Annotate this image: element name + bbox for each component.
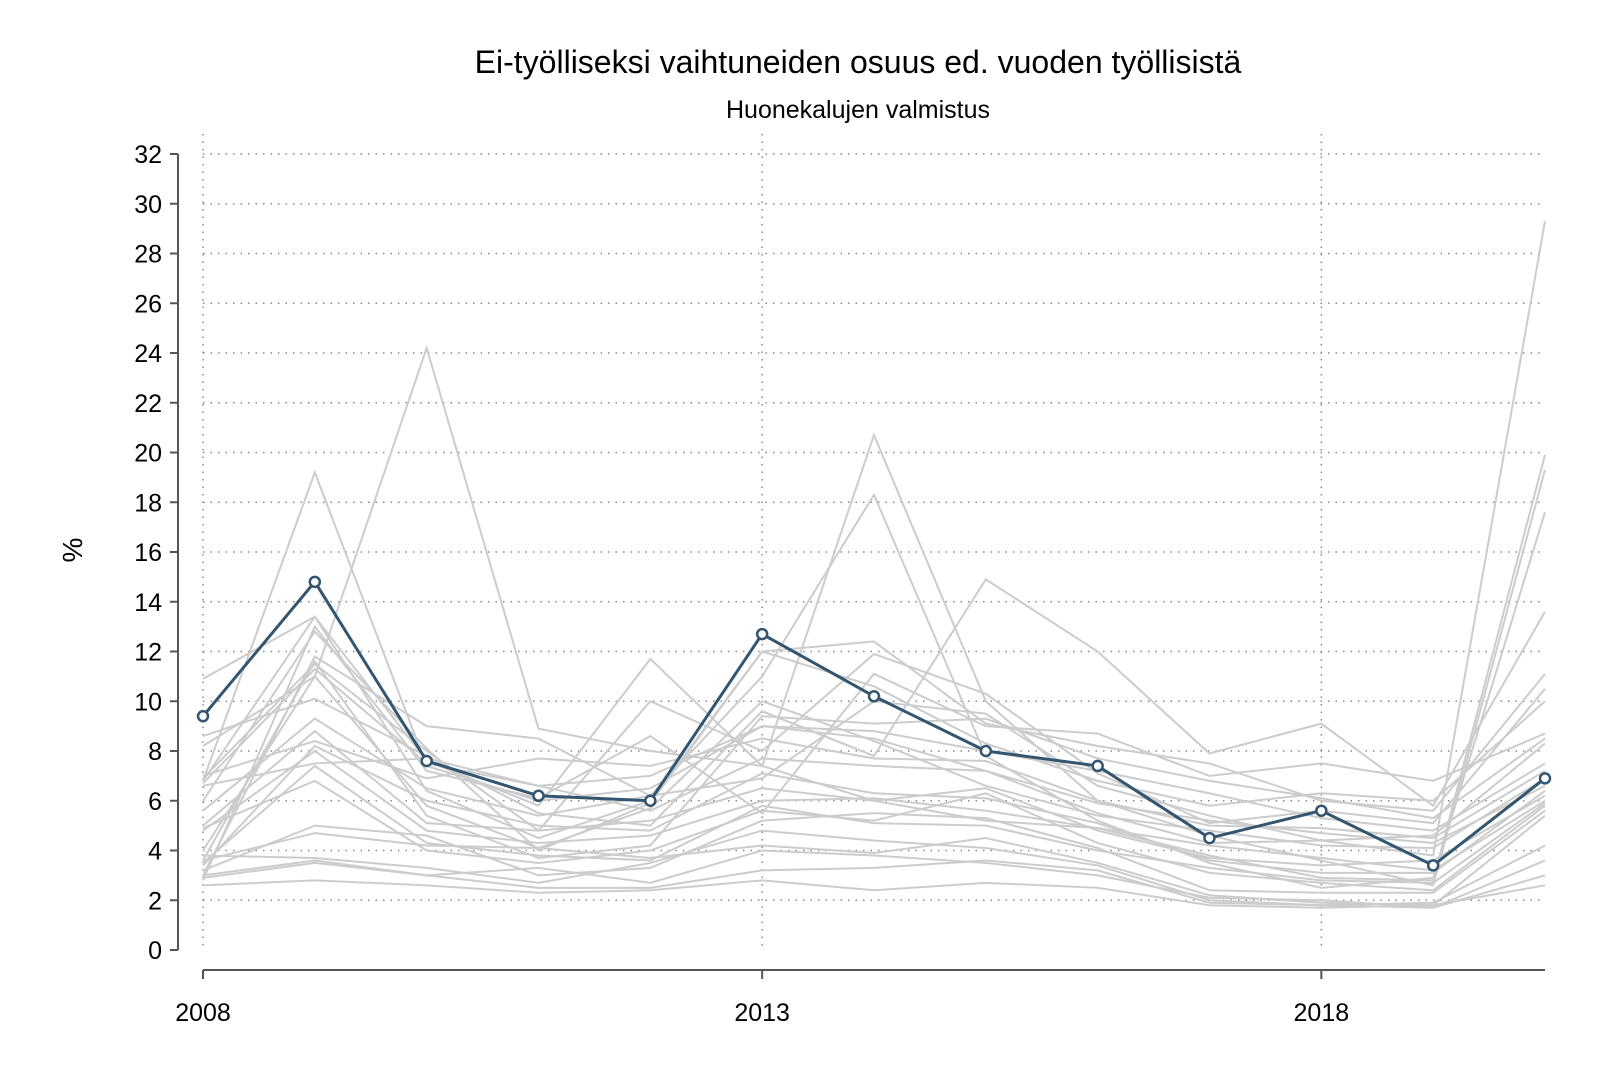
background-series-line: [202, 729, 1546, 867]
background-series-line: [202, 659, 1546, 861]
y-tick-label: 28: [134, 241, 162, 269]
y-tick-label: 18: [134, 489, 162, 517]
background-series-line: [202, 737, 1546, 840]
background-series-line: [202, 879, 1546, 909]
background-series-line: [202, 764, 1546, 884]
y-tick-label: 32: [134, 141, 162, 169]
background-series-line: [202, 779, 1546, 892]
y-tick-label: 30: [134, 191, 162, 219]
highlight-series-point: [644, 794, 657, 807]
highlight-series-point: [308, 575, 322, 589]
background-series-line: [202, 749, 1546, 872]
highlight-series-point: [755, 627, 769, 641]
background-series-line: [202, 614, 1546, 840]
y-tick-label: 6: [148, 788, 162, 816]
background-series-line: [202, 814, 1546, 907]
x-tick-label: 2008: [175, 999, 231, 1027]
x-tick-label: 2018: [1294, 999, 1350, 1027]
y-tick-label: 24: [134, 340, 162, 368]
x-tick-label: 2013: [734, 999, 790, 1027]
highlight-series-point: [420, 754, 433, 768]
y-tick-label: 16: [134, 539, 162, 567]
y-tick-label: 4: [148, 838, 162, 866]
y-tick-label: 20: [134, 440, 162, 468]
y-tick-label: 12: [134, 639, 162, 667]
background-series-line: [202, 744, 1546, 874]
y-tick-label: 0: [148, 937, 162, 965]
y-tick-label: 26: [134, 290, 162, 318]
highlight-series-point: [1315, 804, 1328, 817]
y-tick-label: 10: [134, 688, 162, 716]
y-tick-label: 2: [148, 887, 162, 915]
background-series-line: [202, 630, 1546, 852]
chart-titles: Ei-työlliseksi vaihtuneiden osuus ed. vu…: [475, 44, 1242, 124]
background-series-line: [202, 809, 1546, 894]
chart-title: Ei-työlliseksi vaihtuneiden osuus ed. vu…: [475, 44, 1242, 80]
background-series-line: [202, 624, 1546, 881]
highlight-series-point: [979, 744, 993, 758]
y-tick-label: 14: [134, 589, 162, 617]
y-tick-label: 22: [134, 390, 162, 418]
highlight-series-point: [1091, 759, 1104, 773]
background-series-line: [202, 859, 1546, 909]
y-axis-label: %: [57, 538, 88, 563]
highlight-series: [196, 575, 1552, 872]
background-series-line: [202, 492, 1546, 889]
highlight-series-point: [1203, 831, 1216, 845]
gridlines: [202, 134, 1545, 950]
highlight-series-point: [1426, 859, 1440, 872]
chart-subtitle: Huonekalujen valmistus: [726, 96, 990, 124]
highlight-series-point: [196, 709, 210, 723]
highlight-series-point: [532, 789, 545, 803]
y-tick-label: 8: [148, 738, 162, 766]
background-series-lines: [202, 220, 1546, 909]
background-series-line: [202, 675, 1546, 850]
highlight-series-point: [1538, 772, 1552, 785]
highlight-series-point: [867, 690, 881, 703]
